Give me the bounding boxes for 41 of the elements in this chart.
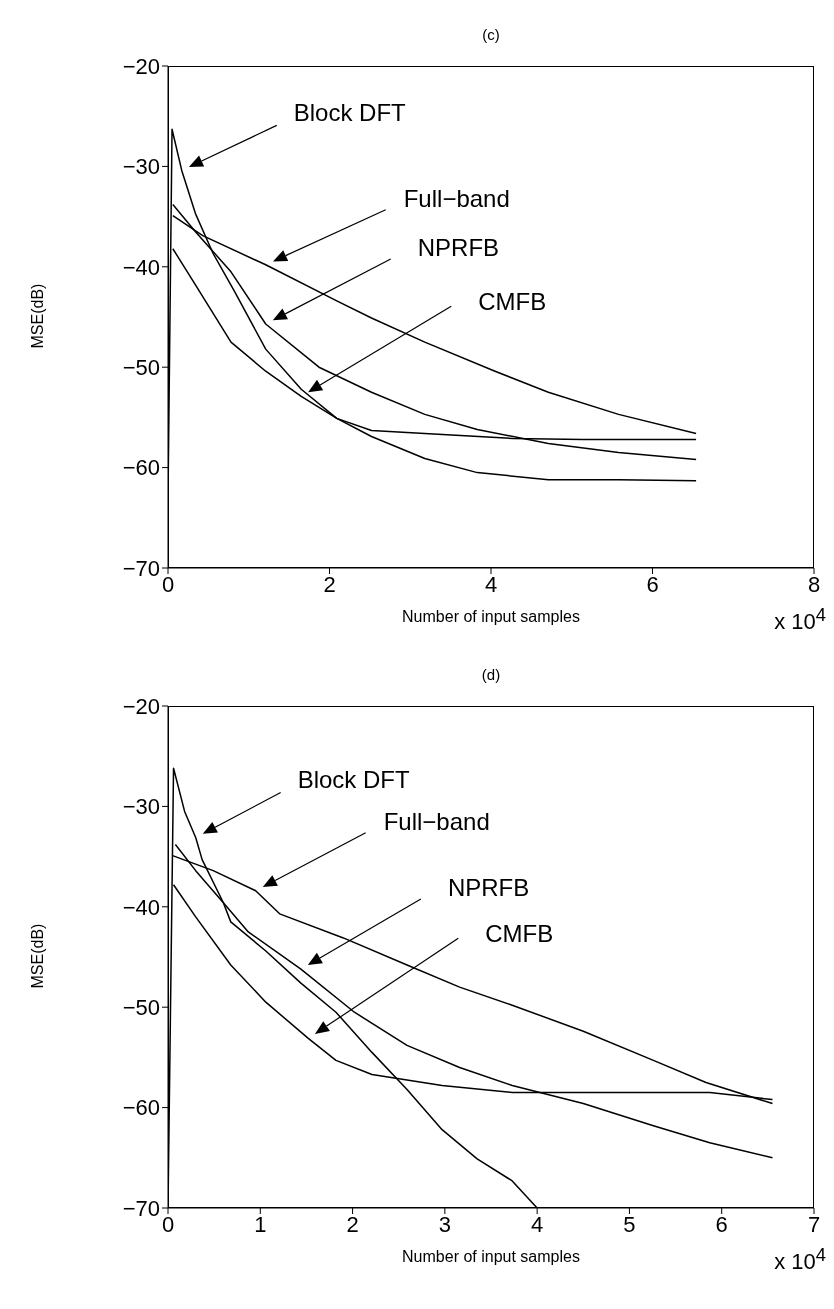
x-tick-label: 4	[484, 571, 498, 597]
y-tick-label: −70	[122, 555, 160, 581]
y-tick-label: −30	[122, 154, 160, 180]
x-axis-title: Number of input samples	[402, 1248, 580, 1265]
x-tick-label: 2	[323, 571, 336, 597]
x-tick-label: 4	[531, 1211, 544, 1237]
y-tick-label: −30	[122, 794, 160, 820]
annotation: CMFB	[485, 919, 554, 947]
x-tick-label: 5	[623, 1211, 636, 1237]
y-tick-label: −20	[122, 693, 160, 719]
annotation: CMFB	[478, 287, 547, 315]
text: x 10$^{4}$	[774, 604, 826, 636]
annotation: NPRFB	[417, 234, 500, 262]
annotation: NPRFB	[447, 874, 530, 902]
y-tick-label: −70	[122, 1195, 160, 1221]
x-tick-label: 1	[254, 1211, 267, 1237]
x-tick-label: 8	[807, 571, 821, 597]
x-tick-label: 2	[346, 1211, 359, 1237]
chart-title: (d)	[480, 666, 502, 683]
x-tick-label: 6	[646, 571, 659, 597]
x-axis-title: Number of input samples	[402, 608, 580, 625]
annotation: Full−band	[383, 808, 490, 836]
annotation: Block DFT	[297, 765, 411, 793]
y-tick-label: −50	[122, 355, 160, 381]
y-tick-label: −40	[122, 254, 160, 280]
y-tick-label: −60	[122, 1095, 160, 1121]
x-tick-label: 7	[807, 1211, 821, 1237]
annotation: Full−band	[403, 185, 510, 213]
text: x 10$^{4}$	[774, 1244, 826, 1276]
x-tick-label: 0	[161, 571, 175, 597]
x-tick-label: 6	[715, 1211, 728, 1237]
x-tick-label: 3	[438, 1211, 451, 1237]
y-tick-label: −60	[122, 455, 160, 481]
x-tick-label: 0	[161, 1211, 175, 1237]
y-tick-label: −40	[122, 894, 160, 920]
y-axis-title: MSE(dB)	[29, 922, 47, 991]
y-tick-label: −50	[122, 995, 160, 1021]
y-tick-label: −20	[122, 53, 160, 79]
y-axis-title: MSE(dB)	[29, 282, 47, 351]
chart-title: (c)	[481, 26, 501, 43]
annotation: Block DFT	[293, 98, 407, 126]
